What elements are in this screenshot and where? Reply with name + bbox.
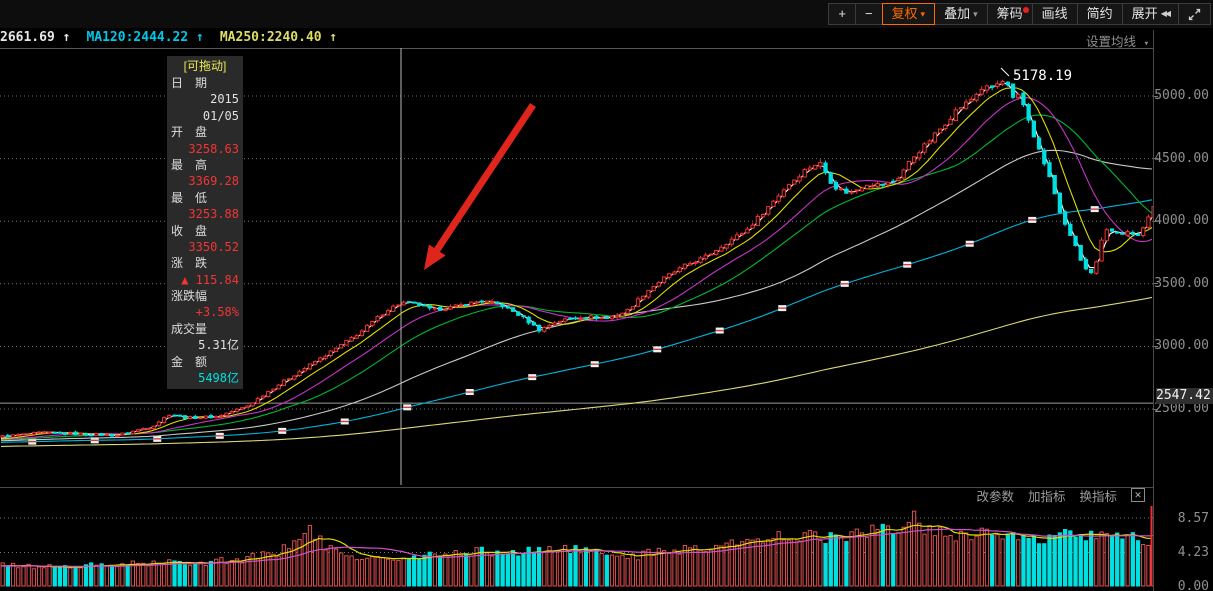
tooltip-label: 最 低: [171, 190, 208, 205]
chevron-down-icon: ▾: [1143, 39, 1149, 49]
zoom-out-button[interactable]: −: [854, 3, 883, 25]
data-tooltip[interactable]: [可拖动] 日 期 2015 01/05 开 盘 3258.63 最 高 3369.28 最 …: [167, 56, 243, 390]
axis-tick: [1154, 220, 1158, 222]
overlay-button[interactable]: 叠加 ▾: [934, 3, 988, 25]
volume-axis: 8.57 4.23 0.00: [1154, 500, 1213, 591]
tooltip-label: 收 盘: [171, 223, 208, 238]
minus-icon: −: [864, 6, 873, 21]
tooltip-value: 01/05: [202, 108, 239, 123]
axis-label: 3500.00: [1154, 275, 1209, 291]
tooltip-value: +3.58%: [195, 305, 239, 320]
tooltip-label: 涨跌幅: [171, 289, 208, 304]
close-indicator-button[interactable]: ✕: [1131, 488, 1145, 502]
tooltip-title: [可拖动]: [183, 59, 227, 73]
axis-tick: [1154, 408, 1158, 410]
tooltip-value: 5498亿: [198, 371, 239, 386]
ma-legend-item: MA250:2240.40 ↑: [219, 30, 338, 45]
tooltip-value: 5.31亿: [198, 338, 239, 353]
tooltip-value: 3258.63: [188, 141, 239, 156]
tooltip-label: 日 期: [171, 76, 208, 90]
fullscreen-expand-icon: [1188, 8, 1201, 20]
tooltip-value: 3253.88: [188, 207, 239, 222]
panel-border: [0, 487, 1153, 488]
plus-icon: +: [838, 6, 846, 21]
axis-label: 4500.00: [1154, 150, 1209, 166]
adjust-price-button[interactable]: 复权 ▾: [881, 3, 936, 25]
volume-chart[interactable]: [0, 500, 1153, 591]
tooltip-label: 金 额: [171, 354, 208, 369]
indicator-header: 改参数 加指标 换指标 ✕: [976, 488, 1145, 504]
close-icon: ✕: [1134, 490, 1142, 500]
switch-indicator-link[interactable]: 换指标: [1079, 489, 1117, 504]
tooltip-value: 3350.52: [188, 239, 239, 254]
price-axis: 5000.00 4500.00 4000.00 3500.00 3000.00 2500.…: [1154, 48, 1213, 485]
axis-label: 5000.00: [1154, 88, 1209, 103]
axis-label: 4000.00: [1154, 213, 1209, 229]
chip-distribution-button[interactable]: 筹码: [986, 3, 1033, 25]
tooltip-label: 涨 跌: [171, 256, 208, 271]
change-params-link[interactable]: 改参数: [976, 489, 1014, 504]
ma-settings-menu[interactable]: 设置均线 ▾: [1086, 34, 1149, 49]
double-left-chevron-icon: ◀◀: [1160, 9, 1171, 18]
axis-tick: [1154, 283, 1158, 285]
svg-text:5178.19: 5178.19: [1013, 68, 1072, 84]
ma-legend-values: 2661.69 ↑ MA120:2444.22 ↑ MA250:2240.40 ↑: [0, 30, 337, 45]
chevron-down-icon: ▾: [973, 9, 978, 19]
axis-label: 3000.00: [1154, 338, 1209, 354]
ma-legend-item: 2661.69 ↑: [0, 30, 71, 45]
zoom-in-button[interactable]: +: [828, 3, 856, 25]
tooltip-label: 最 高: [171, 157, 208, 172]
axis-label: 2547.42: [1156, 388, 1213, 405]
add-indicator-link[interactable]: 加指标: [1027, 489, 1066, 504]
tooltip-label: 成交量: [171, 321, 208, 336]
top-toolbar: + − 复权 ▾ 叠加 ▾ 筹码 画线 简约 展开 ◀◀: [0, 0, 1213, 28]
axis-tick: [1154, 158, 1158, 160]
red-dot-badge: [1022, 7, 1029, 13]
tooltip-value: 3369.28: [188, 174, 239, 189]
chevron-down-icon: ▾: [920, 9, 926, 19]
axis-tick: [1154, 345, 1158, 347]
fullscreen-button[interactable]: [1178, 3, 1211, 25]
axis-label: 0.00: [1177, 579, 1209, 591]
axis-label: 8.57: [1177, 511, 1209, 527]
axis-label: 4.23: [1177, 545, 1209, 561]
simple-mode-button[interactable]: 简约: [1076, 3, 1123, 25]
tooltip-rows: 日 期 2015 01/05 开 盘 3258.63 最 高 3369.28 最 低 3253.…: [171, 75, 239, 386]
draw-line-button[interactable]: 画线: [1031, 3, 1078, 25]
ma-legend-row: 2661.69 ↑ MA120:2444.22 ↑ MA250:2240.40 ↑ …: [0, 30, 1213, 49]
tooltip-label: 开 盘: [171, 125, 208, 140]
tooltip-value: 2015: [210, 92, 239, 107]
tooltip-value: ▲ 115.84: [181, 272, 239, 287]
axis-divider: [1153, 30, 1154, 591]
ma-legend-item: MA120:2444.22 ↑: [86, 30, 204, 45]
axis-label: 2500.00: [1154, 401, 1209, 416]
expand-panel-button[interactable]: 展开 ◀◀: [1121, 3, 1179, 25]
axis-tick: [1154, 95, 1158, 97]
